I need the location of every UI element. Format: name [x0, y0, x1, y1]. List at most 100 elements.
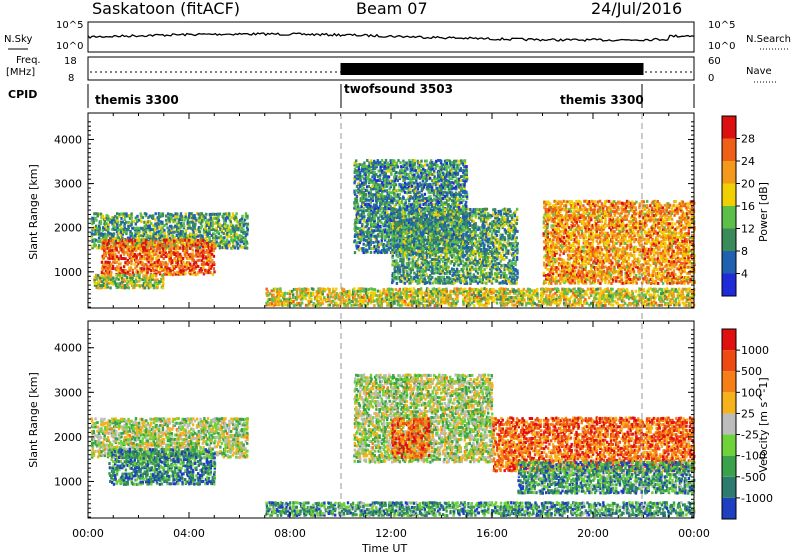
echo-cell	[201, 262, 205, 266]
echo-cell	[126, 272, 129, 276]
echo-cell	[92, 216, 95, 220]
echo-cell	[229, 232, 233, 235]
echo-cell	[121, 245, 124, 248]
echo-cell	[206, 241, 209, 245]
echo-cell	[179, 268, 182, 272]
echo-cell	[312, 287, 315, 291]
echo-cell	[158, 241, 161, 244]
echo-cell	[142, 247, 145, 251]
echo-cell	[164, 261, 167, 265]
echo-cell	[182, 269, 185, 273]
echo-cell	[175, 251, 178, 255]
echo-cell	[151, 266, 155, 270]
echo-cell	[238, 234, 241, 238]
echo-cell	[161, 269, 164, 273]
echo-cell	[190, 212, 193, 216]
echo-cell	[348, 292, 351, 296]
echo-cell	[178, 270, 181, 274]
echo-cell	[156, 226, 159, 230]
echo-cell	[382, 299, 385, 303]
echo-cell	[431, 161, 434, 164]
echo-cell	[409, 287, 412, 291]
echo-cell	[493, 297, 497, 301]
echo-cell	[153, 269, 156, 273]
echo-cell	[148, 226, 152, 230]
echo-cell	[353, 251, 357, 255]
cpid-label: CPID	[8, 88, 37, 101]
echo-cell	[161, 240, 164, 243]
echo-cell	[124, 269, 127, 272]
echo-cell	[145, 235, 148, 239]
echo-cell	[138, 273, 141, 277]
echo-cell	[157, 264, 160, 268]
echo-cell	[197, 247, 200, 250]
echo-cell	[212, 267, 216, 271]
echo-cell	[211, 222, 214, 226]
echo-cell	[101, 254, 104, 258]
echo-cell	[90, 232, 94, 236]
echo-cell	[97, 273, 100, 277]
echo-cell	[242, 236, 245, 240]
echo-cell	[156, 262, 159, 266]
echo-cell	[125, 232, 128, 236]
echo-cell	[103, 249, 106, 253]
echo-cell	[112, 244, 116, 248]
echo-cell	[159, 222, 162, 226]
echo-cell	[168, 259, 171, 262]
echo-cell	[186, 256, 189, 260]
echo-cell	[117, 250, 120, 254]
echo-cell	[678, 299, 681, 303]
echo-cell	[109, 220, 112, 224]
echo-cell	[378, 177, 382, 181]
echo-cell	[125, 276, 129, 280]
echo-cell	[171, 259, 174, 263]
echo-cell	[104, 271, 107, 275]
echo-cell	[106, 250, 109, 254]
echo-cell	[211, 273, 215, 277]
echo-cell	[149, 263, 153, 266]
echo-cell	[209, 271, 212, 275]
echo-cell	[180, 269, 183, 273]
echo-cell	[98, 232, 101, 236]
echo-cell	[178, 222, 181, 226]
echo-cell	[175, 259, 178, 263]
echo-cell	[209, 240, 213, 244]
echo-cell	[369, 243, 372, 247]
echo-cell	[304, 297, 307, 301]
echo-cell	[176, 228, 179, 232]
echo-cell	[159, 215, 162, 218]
echo-cell	[145, 220, 148, 224]
echo-cell	[197, 212, 200, 216]
echo-cell	[384, 215, 387, 219]
echo-cell	[235, 244, 238, 248]
echo-cell	[108, 249, 111, 252]
echo-cell	[116, 220, 120, 224]
echo-cell	[197, 264, 200, 268]
echo-cell	[176, 271, 180, 275]
echo-cell	[242, 228, 245, 232]
echo-cell	[200, 248, 203, 252]
echo-cell	[290, 299, 293, 303]
echo-cell	[362, 227, 365, 231]
echo-cell	[158, 270, 161, 274]
echo-cell	[173, 230, 176, 234]
echo-cell	[208, 228, 211, 232]
echo-cell	[134, 266, 137, 270]
echo-cell	[191, 264, 194, 268]
echo-cell	[272, 293, 275, 297]
echo-cell	[193, 226, 196, 230]
echo-cell	[129, 233, 132, 237]
echo-cell	[239, 218, 242, 222]
echo-cell	[224, 240, 228, 244]
echo-cell	[193, 234, 196, 238]
echo-cell	[121, 270, 124, 274]
echo-cell	[233, 230, 237, 234]
echo-cell	[153, 243, 156, 247]
echo-cell	[115, 255, 119, 259]
echo-cell	[144, 246, 148, 250]
echo-cell	[202, 242, 205, 246]
echo-cell	[164, 248, 167, 252]
echo-cell	[358, 227, 362, 230]
echo-cell	[192, 236, 195, 239]
echo-cell	[149, 256, 152, 260]
